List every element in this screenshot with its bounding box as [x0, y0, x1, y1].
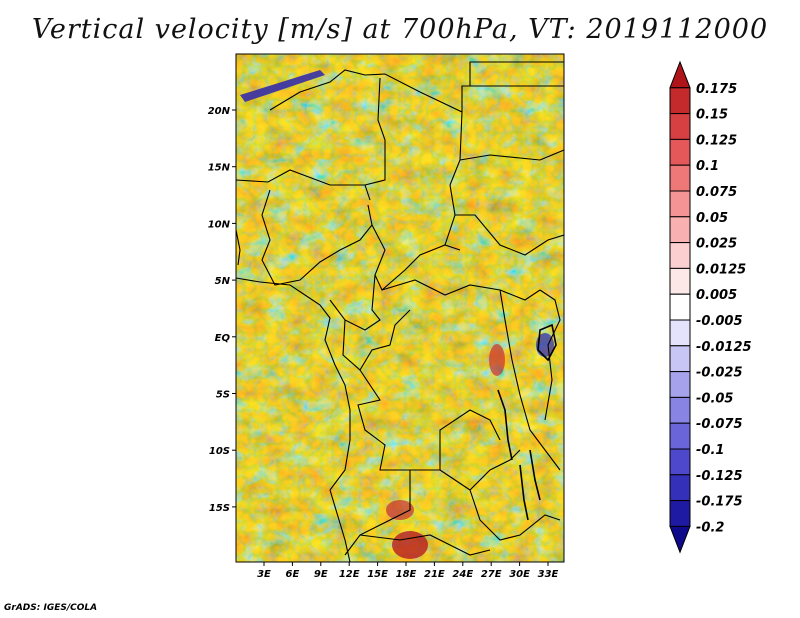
lon-tick-label: 12E [339, 569, 360, 580]
lat-tick-label: EQ [215, 333, 231, 344]
lat-tick-label: 5N [215, 276, 231, 287]
colorbar-swatch [669, 448, 691, 476]
colorbar-swatch [669, 500, 691, 527]
lon-tick-label: 21E [424, 569, 445, 580]
colorbar-label: 0.05 [696, 211, 728, 226]
colorbar-swatch [669, 474, 691, 502]
lon-tick-label: 6E [286, 569, 300, 580]
lon-tick-label: 33E [538, 569, 559, 580]
colorbar-label: -0.175 [696, 495, 743, 510]
lon-tick-label: 27E [481, 569, 502, 580]
colorbar-label: 0.075 [696, 185, 737, 200]
colorbar-label: -0.075 [696, 417, 743, 432]
strong-subsidence-band [240, 70, 325, 102]
ascent-east [489, 344, 505, 376]
lon-tick-label: 30E [509, 569, 530, 580]
colorbar-swatch [669, 422, 691, 450]
colorbar-label: 0.0125 [696, 262, 746, 277]
great-lakes [497, 323, 557, 521]
lon-tick-label: 24E [452, 569, 473, 580]
colorbar-label: 0.005 [696, 288, 737, 303]
colorbar-label: -0.05 [696, 391, 733, 406]
chart-title: Vertical velocity [m/s] at 700hPa, VT: 2… [31, 14, 769, 45]
colorbar-label: 0.15 [696, 108, 728, 123]
colorbar-swatch [669, 216, 691, 244]
colorbar-label: -0.0125 [696, 340, 752, 355]
colorbar-swatch [669, 319, 691, 347]
longitude-axis: 3E 6E 9E 12E 15E 18E 21E 24E 27E 30E 33E [257, 562, 559, 580]
colorbar-label: -0.1 [696, 443, 724, 458]
colorbar-bottom-arrow [669, 525, 691, 554]
colorbar-swatch [669, 164, 691, 192]
lon-tick-label: 18E [396, 569, 417, 580]
lat-tick-label: 10N [208, 219, 231, 230]
map-panel [236, 54, 564, 562]
lat-tick-label: 10S [209, 446, 230, 457]
colorbar-swatch [669, 87, 691, 115]
latitude-axis: 20N 15N 10N 5N EQ 5S 10S 15S [208, 106, 236, 514]
colorbar-swatch [669, 138, 691, 166]
map-frame [235, 53, 565, 563]
velocity-field-detail [236, 54, 564, 562]
colorbar-swatch [669, 293, 691, 321]
lat-tick-label: 15S [209, 503, 230, 514]
colorbar-label: 0.175 [696, 82, 737, 97]
colorbar-swatch [669, 190, 691, 218]
colorbar-label: -0.125 [696, 469, 743, 484]
colorbar-swatch [669, 113, 691, 140]
footer-credit: GrADS: IGES/COLA [4, 603, 98, 613]
colorbar-label: -0.2 [696, 520, 724, 535]
colorbar-swatch [669, 242, 691, 269]
strong-ascent-south [392, 531, 428, 559]
colorbar-label: -0.025 [696, 366, 743, 381]
colorbar-label: 0.025 [696, 237, 737, 252]
lon-tick-label: 3E [257, 569, 271, 580]
colorbar-label: 0.1 [696, 159, 719, 174]
lat-tick-label: 20N [208, 106, 231, 117]
colorbar: 0.175 0.15 0.125 0.1 0.075 0.05 0.025 0.0125 0.0… [669, 60, 752, 554]
colorbar-swatch [669, 345, 691, 373]
colorbar-top-arrow [669, 60, 691, 89]
country-borders [236, 61, 564, 562]
lat-tick-label: 5S [216, 390, 230, 401]
ascent-zone [386, 500, 414, 520]
colorbar-swatch [669, 396, 691, 424]
lon-tick-label: 15E [367, 569, 388, 580]
colorbar-swatch [669, 267, 691, 295]
colorbar-label: 0.125 [696, 133, 737, 148]
subsidence-east [536, 333, 554, 357]
colorbar-swatch [669, 371, 691, 398]
lon-tick-label: 9E [314, 569, 328, 580]
lat-tick-label: 15N [208, 163, 231, 174]
colorbar-label: -0.005 [696, 314, 743, 329]
